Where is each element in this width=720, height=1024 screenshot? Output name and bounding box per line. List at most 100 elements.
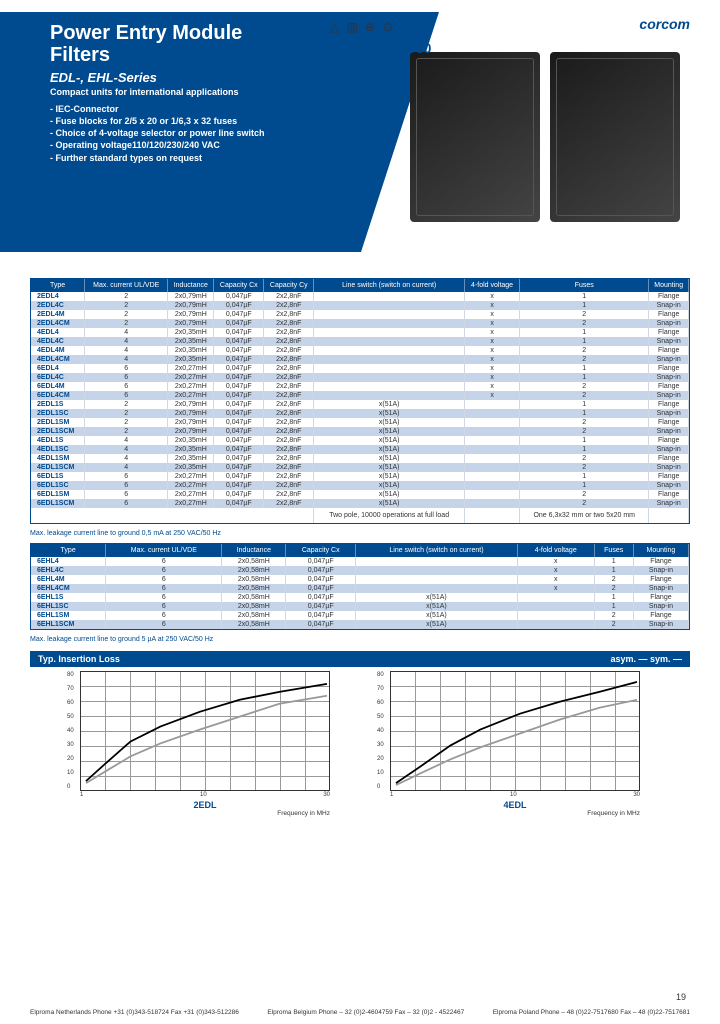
cell: 2x0,58mH: [222, 566, 286, 575]
cell: 2x2,8nF: [264, 418, 314, 427]
table-row: 2EDL1SM22x0,79mH0,047µF2x2,8nFx(51A)2Fla…: [31, 418, 689, 427]
cell: x: [465, 373, 520, 382]
chart1-box: 80706050403020100: [80, 671, 330, 791]
cell: 6EDL4M: [31, 382, 85, 391]
cell: 6: [106, 557, 222, 566]
cell: Flange: [633, 611, 688, 620]
table-row: 6EHL4C62x0,58mH0,047µFx1Snap-in: [31, 566, 689, 575]
cell: 0,047µF: [214, 454, 264, 463]
cell: 6EDL1SC: [31, 481, 85, 490]
cell: 2EDL1SM: [31, 418, 85, 427]
table-row: 4EDL1S42x0,35mH0,047µF2x2,8nFx(51A)1Flan…: [31, 436, 689, 445]
cell: [465, 400, 520, 409]
table-row: 6EHL4M62x0,58mH0,047µFx2Flange: [31, 575, 689, 584]
cell: 0,047µF: [214, 436, 264, 445]
cell: Flange: [649, 328, 689, 337]
cell: 2: [85, 319, 168, 328]
cell: 1: [520, 400, 649, 409]
cell: 6: [85, 481, 168, 490]
footer-mid: Elproma Belgium Phone – 32 (0)2-4604759 …: [267, 1009, 464, 1016]
chart1-xlabel: Frequency in MHz: [80, 810, 330, 817]
cell: 0,047µF: [214, 292, 264, 301]
cell: 0,047µF: [214, 319, 264, 328]
table1-footnote: Two pole, 10000 operations at full load …: [31, 508, 689, 523]
cell: 0,047µF: [214, 418, 264, 427]
col-header: Type: [31, 279, 85, 292]
cell: 2: [85, 301, 168, 310]
cell: 2EDL1SC: [31, 409, 85, 418]
cell: x(51A): [356, 620, 518, 629]
col-header: Max. current UL/VDE: [85, 279, 168, 292]
cell: 4EDL1S: [31, 436, 85, 445]
col-header: Max. current UL/VDE: [106, 544, 222, 557]
cell: 6: [106, 611, 222, 620]
cell: x(51A): [356, 611, 518, 620]
cell: 0,047µF: [214, 301, 264, 310]
cell: x: [465, 319, 520, 328]
col-header: 4-fold voltage: [517, 544, 594, 557]
cell: 2x2,8nF: [264, 463, 314, 472]
iec-label: according IEC 950: [310, 40, 431, 56]
cell: 0,047µF: [214, 463, 264, 472]
col-header: Line switch (switch on current): [356, 544, 518, 557]
cell: 2x0,35mH: [168, 445, 214, 454]
cell: x: [465, 310, 520, 319]
title-l1: Power Entry Module: [50, 22, 265, 44]
cell: 6EDL1SM: [31, 490, 85, 499]
cell: x(51A): [314, 499, 465, 508]
chart2-xaxis: 11030: [390, 792, 640, 798]
cell: 1: [520, 337, 649, 346]
cell: 2x0,58mH: [222, 557, 286, 566]
cell: x(51A): [314, 472, 465, 481]
table-row: 4EDL4CM42x0,35mH0,047µF2x2,8nFx2Snap-in: [31, 355, 689, 364]
cell: 2EDL4M: [31, 310, 85, 319]
cell: [465, 490, 520, 499]
cell: x: [465, 346, 520, 355]
cell: [517, 611, 594, 620]
cell: 2: [520, 346, 649, 355]
cell: Snap-in: [649, 409, 689, 418]
cell: Snap-in: [633, 602, 688, 611]
bullet: Further standard types on request: [50, 152, 265, 164]
cell: 1: [520, 301, 649, 310]
table-row: 6EHL1SC62x0,58mH0,047µFx(51A)1Snap-in: [31, 602, 689, 611]
cell: 6EHL4C: [31, 566, 106, 575]
cell: 2: [520, 355, 649, 364]
cell: 2x0,27mH: [168, 373, 214, 382]
cell: 6EHL1SCM: [31, 620, 106, 629]
cell: Snap-in: [649, 445, 689, 454]
footer-right: Elproma Poland Phone – 48 (0)22-7517680 …: [493, 1009, 690, 1016]
cell: Snap-in: [649, 463, 689, 472]
cell: 2x2,8nF: [264, 481, 314, 490]
cell: [314, 355, 465, 364]
cell: 2x2,8nF: [264, 409, 314, 418]
cell: 2x2,8nF: [264, 337, 314, 346]
cell: 2x2,8nF: [264, 490, 314, 499]
cell: 2: [85, 400, 168, 409]
col-header: Type: [31, 544, 106, 557]
cell: 6EDL4: [31, 364, 85, 373]
cell: 2x2,8nF: [264, 373, 314, 382]
cell: Flange: [649, 382, 689, 391]
loss-bar: Typ. Insertion Loss asym. — sym. —: [30, 651, 690, 667]
cell: 0,047µF: [286, 575, 356, 584]
cell: 1: [594, 593, 633, 602]
cell: 0,047µF: [286, 557, 356, 566]
cell: [465, 499, 520, 508]
cell: [314, 301, 465, 310]
cell: [517, 602, 594, 611]
cell: Flange: [649, 472, 689, 481]
cell: Flange: [649, 418, 689, 427]
cell: 0,047µF: [286, 584, 356, 593]
cell: 6: [85, 382, 168, 391]
cell: [356, 566, 518, 575]
cell: [314, 337, 465, 346]
cell: x(51A): [314, 463, 465, 472]
cell: [465, 409, 520, 418]
cell: 2: [594, 611, 633, 620]
cell: 2x2,8nF: [264, 319, 314, 328]
cell: 4EDL1SM: [31, 454, 85, 463]
cell: 0,047µF: [214, 391, 264, 400]
table-row: 2EDL1SC22x0,79mH0,047µF2x2,8nFx(51A)1Sna…: [31, 409, 689, 418]
cell: Flange: [649, 490, 689, 499]
